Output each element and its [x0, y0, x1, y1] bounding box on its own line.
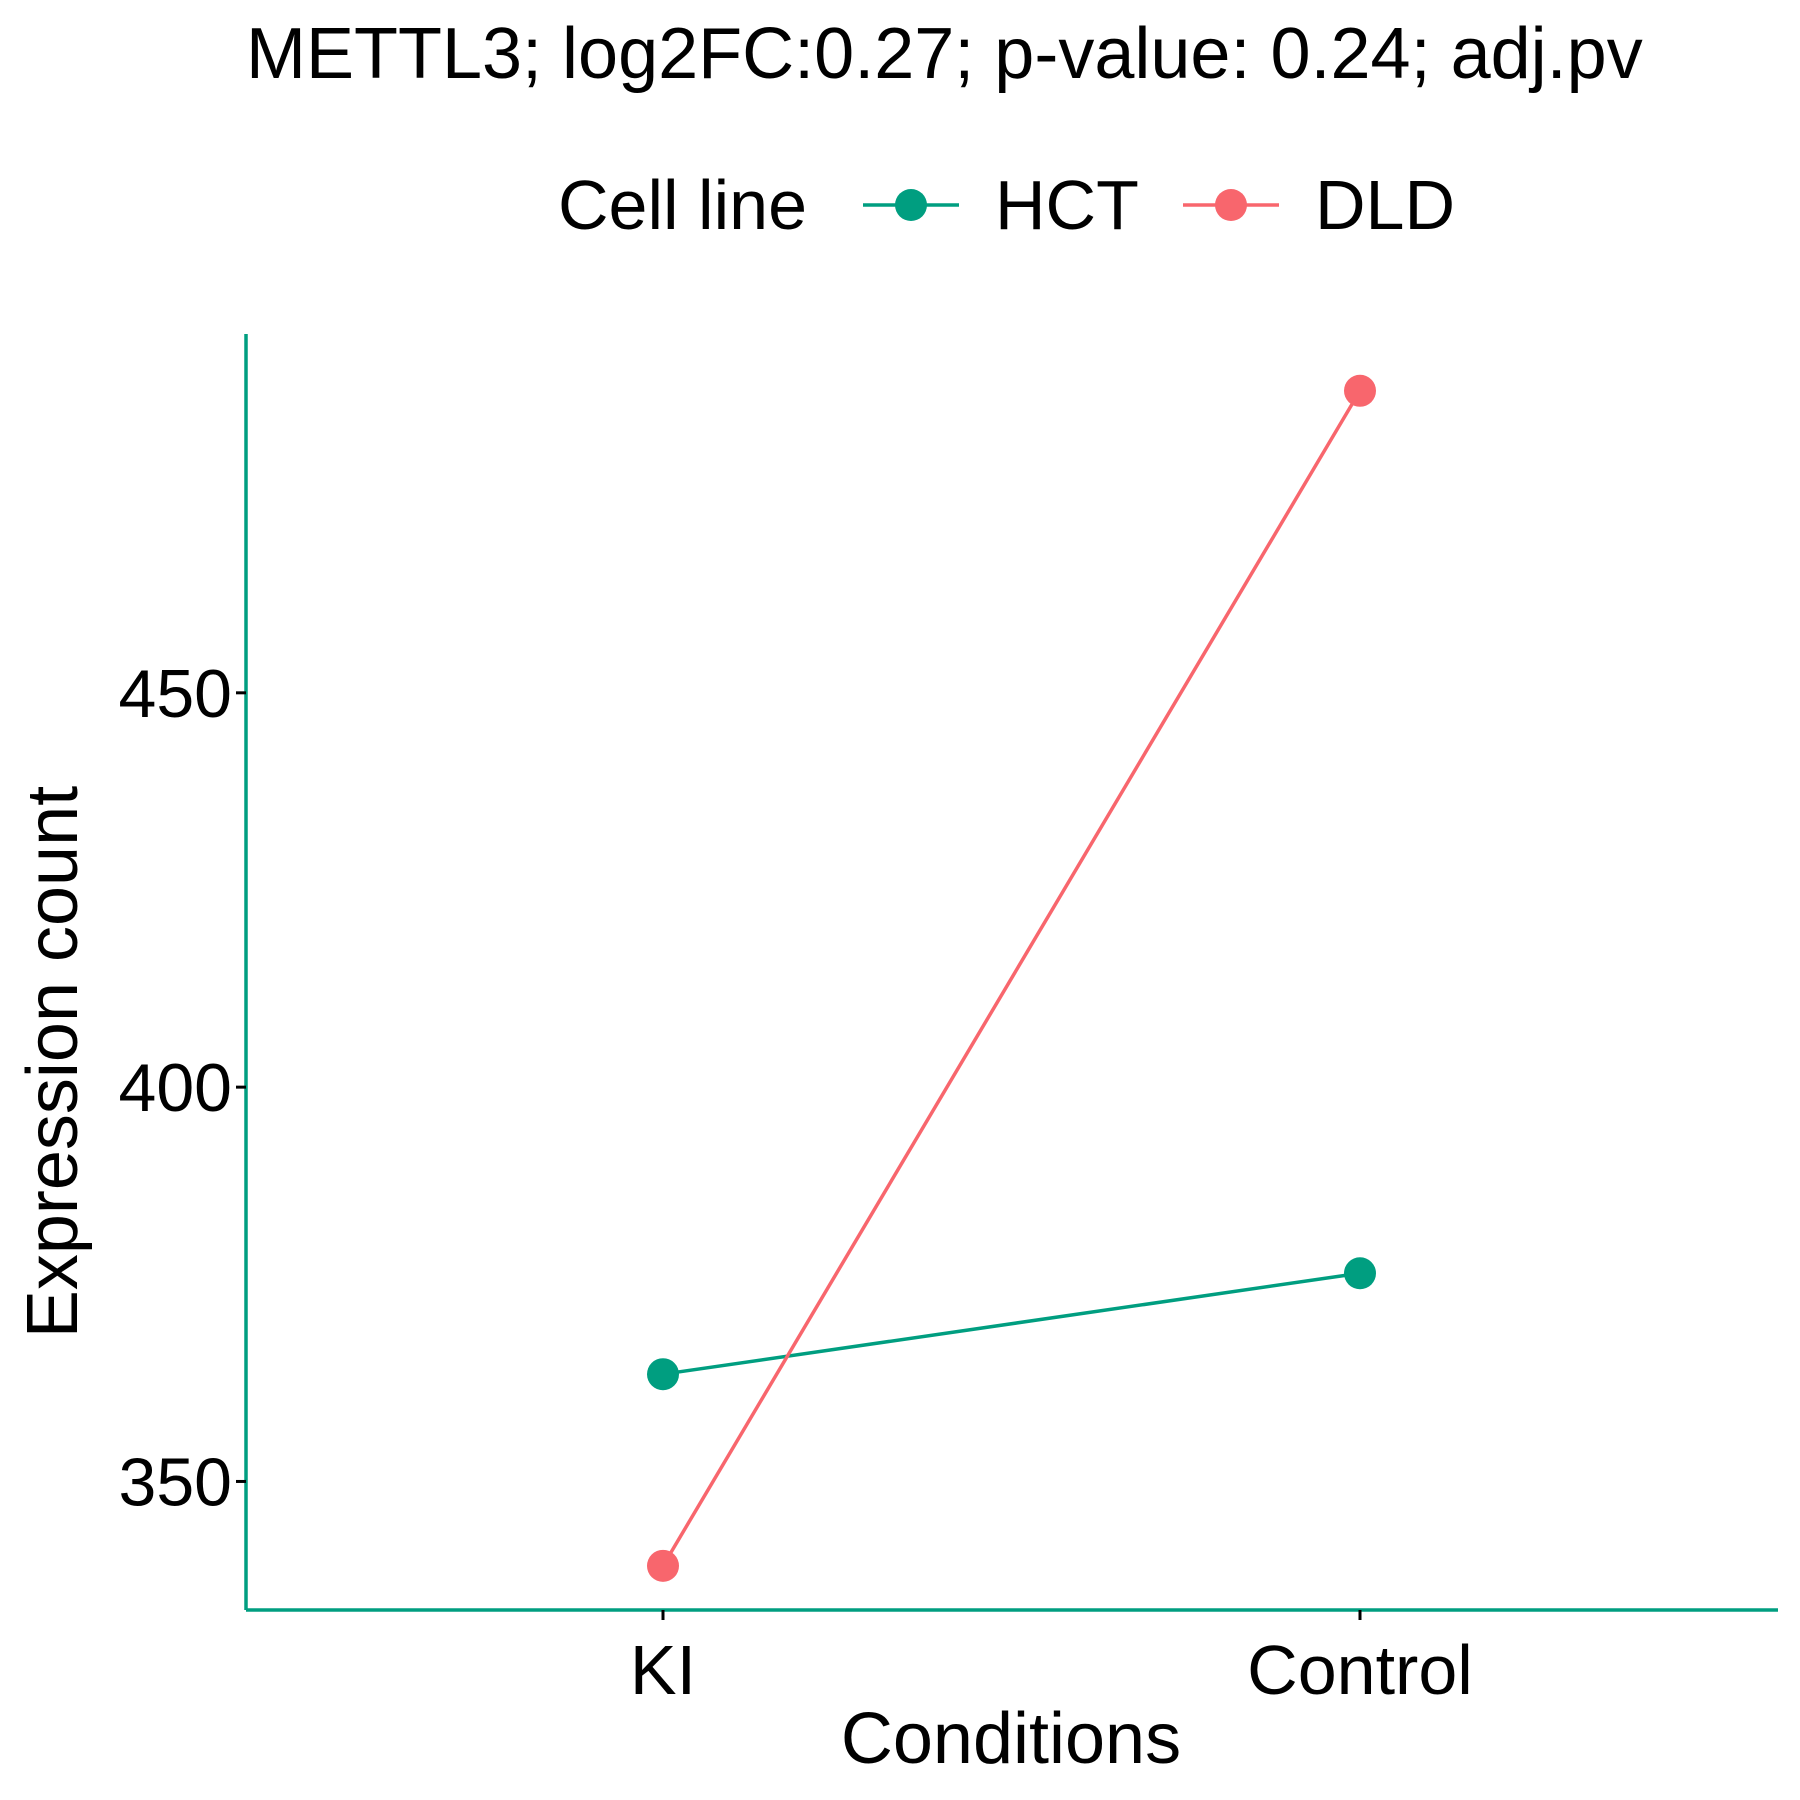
axes: 350 400 450 KI Control	[119, 334, 1778, 1709]
legend-item-dld: DLD	[1183, 166, 1455, 244]
legend-key-marker	[895, 189, 927, 221]
legend-title: Cell line	[558, 166, 807, 244]
series-line	[662, 1271, 1361, 1376]
legend: Cell line HCT DLD	[558, 166, 1455, 244]
x-axis-label: Conditions	[841, 1699, 1181, 1779]
data-point	[647, 1358, 679, 1391]
series-layer	[647, 374, 1376, 1582]
y-tick-label: 450	[119, 656, 232, 732]
series-hct	[647, 1257, 1376, 1391]
legend-label: DLD	[1315, 166, 1455, 244]
data-point	[1344, 374, 1376, 407]
x-tick-label: Control	[1247, 1631, 1473, 1709]
legend-key-marker	[1215, 189, 1247, 221]
legend-items: HCT DLD	[863, 166, 1455, 244]
y-tick-label: 400	[119, 1050, 232, 1126]
data-point	[1344, 1257, 1376, 1290]
series-dld	[647, 374, 1376, 1582]
chart-title: METTL3; log2FC:0.27; p-value: 0.24; adj.…	[246, 14, 1643, 94]
legend-item-hct: HCT	[863, 166, 1139, 244]
legend-label: HCT	[995, 166, 1139, 244]
x-tick-label: KI	[630, 1631, 696, 1709]
data-point	[647, 1549, 679, 1582]
y-tick-label: 350	[119, 1444, 232, 1520]
series-line	[661, 389, 1362, 1567]
y-axis-label: Expression count	[13, 786, 93, 1338]
